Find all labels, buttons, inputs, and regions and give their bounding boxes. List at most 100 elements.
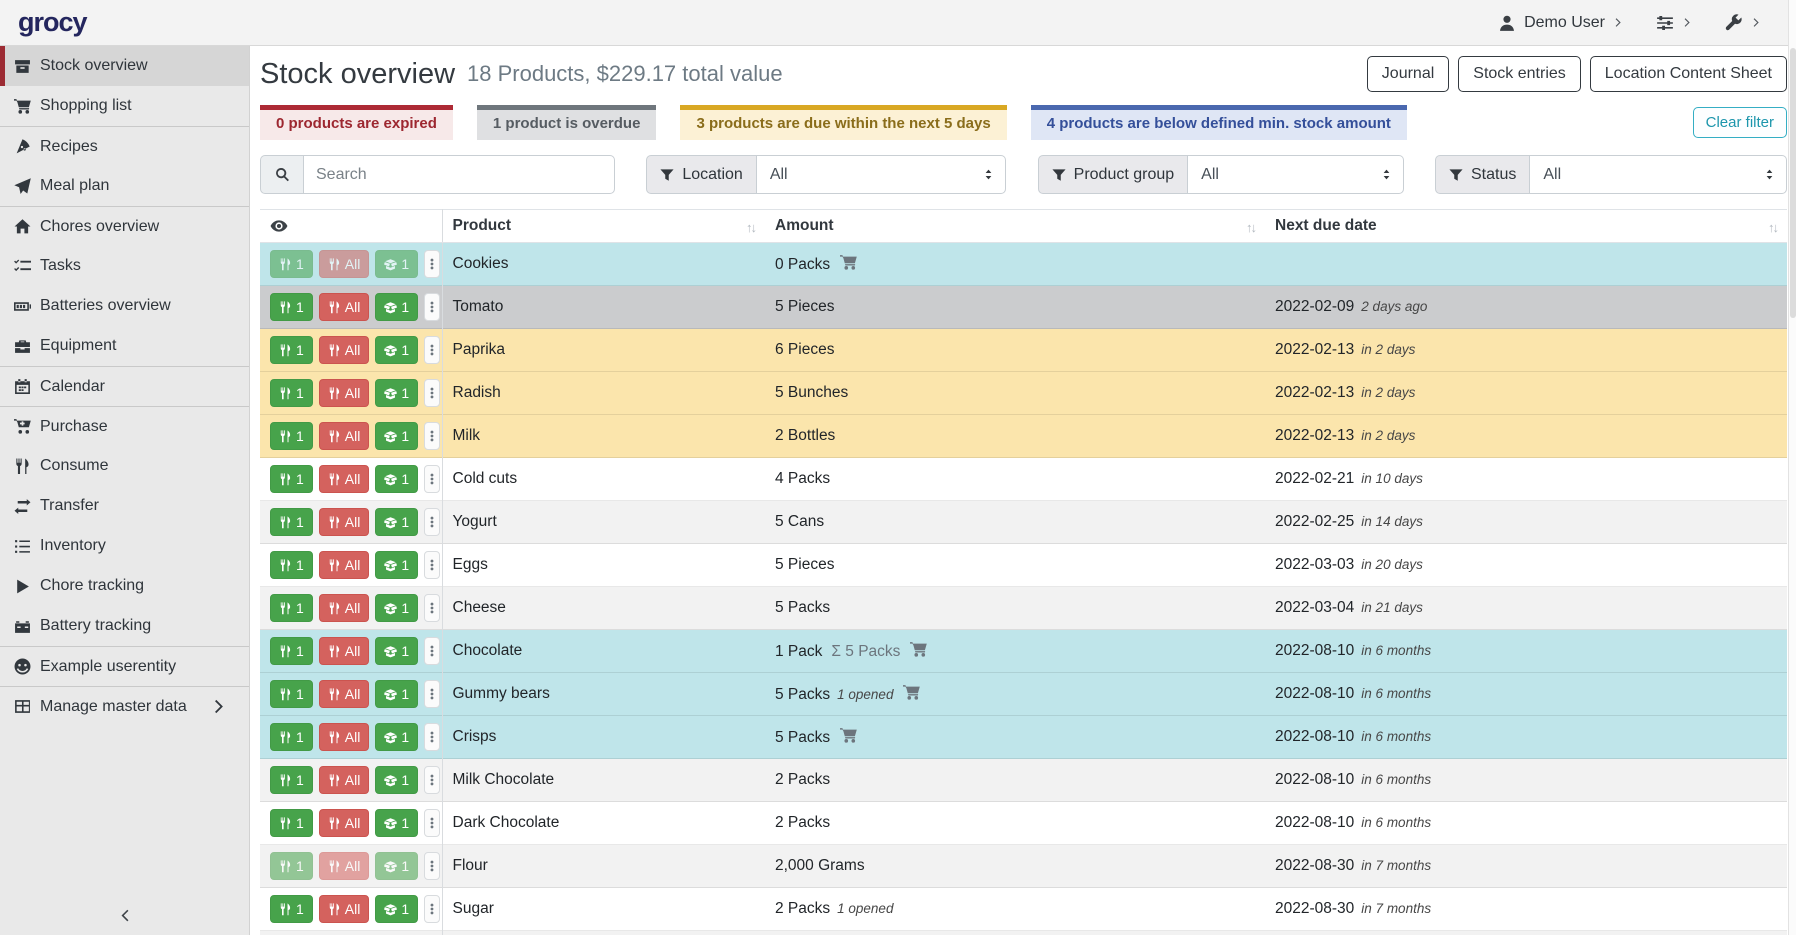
consume-one-button[interactable]: 1 — [270, 250, 313, 279]
sidebar-item-example-userentity[interactable]: Example userentity — [0, 646, 249, 686]
sidebar-item-batteries-overview[interactable]: Batteries overview — [0, 286, 249, 326]
filter-select-product-group[interactable]: All — [1188, 155, 1404, 194]
consume-one-button[interactable]: 1 — [270, 809, 313, 838]
column-visibility-header[interactable] — [260, 208, 443, 244]
consume-all-button[interactable]: All — [318, 336, 370, 365]
stock-entries-button[interactable]: Stock entries — [1458, 56, 1581, 92]
consume-one-button[interactable]: 1 — [270, 895, 313, 924]
search-icon[interactable] — [260, 155, 303, 194]
status-below-min[interactable]: 4 products are below defined min. stock … — [1030, 105, 1407, 140]
row-menu-button[interactable] — [424, 637, 441, 666]
sidebar-item-chores-overview[interactable]: Chores overview — [0, 206, 249, 246]
open-one-button[interactable]: 1 — [375, 422, 419, 451]
sidebar-item-inventory[interactable]: Inventory — [0, 526, 249, 566]
user-menu[interactable]: Demo User — [1498, 14, 1624, 32]
open-one-button[interactable]: 1 — [375, 594, 419, 623]
sidebar-item-tasks[interactable]: Tasks — [0, 246, 249, 286]
open-one-button[interactable]: 1 — [375, 766, 419, 795]
consume-one-button[interactable]: 1 — [270, 723, 313, 752]
sidebar-item-transfer[interactable]: Transfer — [0, 486, 249, 526]
sidebar-item-recipes[interactable]: Recipes — [0, 126, 249, 166]
sidebar-item-manage-master-data[interactable]: Manage master data — [0, 686, 249, 726]
consume-all-button[interactable]: All — [318, 465, 370, 494]
consume-all-button[interactable]: All — [318, 766, 370, 795]
row-menu-button[interactable] — [424, 379, 441, 408]
consume-all-button[interactable]: All — [318, 508, 370, 537]
open-one-button[interactable]: 1 — [375, 250, 419, 279]
row-menu-button[interactable] — [424, 508, 441, 537]
consume-one-button[interactable]: 1 — [270, 465, 313, 494]
sidebar-item-shopping-list[interactable]: Shopping list — [0, 86, 249, 126]
open-one-button[interactable]: 1 — [375, 336, 419, 365]
row-menu-button[interactable] — [424, 293, 441, 322]
journal-button[interactable]: Journal — [1366, 56, 1450, 92]
row-menu-button[interactable] — [424, 422, 441, 451]
consume-all-button[interactable]: All — [318, 379, 370, 408]
consume-all-button[interactable]: All — [318, 250, 370, 279]
consume-all-button[interactable]: All — [318, 680, 370, 709]
open-one-button[interactable]: 1 — [375, 637, 419, 666]
scrollbar-thumb[interactable] — [1790, 48, 1796, 318]
consume-one-button[interactable]: 1 — [270, 852, 313, 881]
open-one-button[interactable]: 1 — [375, 809, 419, 838]
consume-all-button[interactable]: All — [318, 809, 370, 838]
open-one-button[interactable]: 1 — [375, 723, 419, 752]
filter-select-location[interactable]: All — [756, 155, 1007, 194]
row-menu-button[interactable] — [424, 895, 441, 924]
column-header-next-due-date[interactable]: Next due date ↑↓ — [1265, 208, 1787, 244]
sidebar-item-battery-tracking[interactable]: Battery tracking — [0, 606, 249, 646]
row-menu-button[interactable] — [424, 723, 441, 752]
clear-filter-button[interactable]: Clear filter — [1692, 107, 1787, 138]
consume-one-button[interactable]: 1 — [270, 766, 313, 795]
consume-all-button[interactable]: All — [318, 551, 370, 580]
sidebar-item-consume[interactable]: Consume — [0, 446, 249, 486]
row-menu-button[interactable] — [424, 766, 441, 795]
row-menu-button[interactable] — [424, 250, 441, 279]
sidebar-item-calendar[interactable]: Calendar — [0, 366, 249, 406]
column-header-amount[interactable]: Amount ↑↓ — [765, 208, 1265, 244]
search-input[interactable] — [303, 155, 615, 194]
open-one-button[interactable]: 1 — [375, 852, 419, 881]
status-expired[interactable]: 0 products are expired — [260, 105, 453, 140]
consume-one-button[interactable]: 1 — [270, 508, 313, 537]
vertical-scrollbar[interactable] — [1788, 0, 1796, 935]
filter-select-status[interactable]: All — [1530, 155, 1787, 194]
consume-all-button[interactable]: All — [318, 637, 370, 666]
settings-menu[interactable] — [1656, 14, 1693, 32]
admin-menu[interactable] — [1725, 14, 1762, 32]
open-one-button[interactable]: 1 — [375, 293, 419, 322]
status-due-soon[interactable]: 3 products are due within the next 5 day… — [680, 105, 1007, 140]
consume-one-button[interactable]: 1 — [270, 293, 313, 322]
status-overdue[interactable]: 1 product is overdue — [476, 105, 657, 140]
sidebar-collapse-button[interactable] — [0, 908, 249, 923]
open-one-button[interactable]: 1 — [375, 465, 419, 494]
consume-all-button[interactable]: All — [318, 594, 370, 623]
sidebar-item-chore-tracking[interactable]: Chore tracking — [0, 566, 249, 606]
sidebar-item-purchase[interactable]: Purchase — [0, 406, 249, 446]
sidebar-item-meal-plan[interactable]: Meal plan — [0, 166, 249, 206]
open-one-button[interactable]: 1 — [375, 680, 419, 709]
row-menu-button[interactable] — [424, 551, 441, 580]
consume-one-button[interactable]: 1 — [270, 551, 313, 580]
consume-all-button[interactable]: All — [318, 293, 370, 322]
sidebar-item-equipment[interactable]: Equipment — [0, 326, 249, 366]
consume-all-button[interactable]: All — [318, 895, 370, 924]
consume-one-button[interactable]: 1 — [270, 422, 313, 451]
row-menu-button[interactable] — [424, 852, 441, 881]
consume-one-button[interactable]: 1 — [270, 379, 313, 408]
app-logo[interactable]: grocy — [18, 7, 88, 37]
consume-one-button[interactable]: 1 — [270, 336, 313, 365]
consume-all-button[interactable]: All — [318, 852, 370, 881]
row-menu-button[interactable] — [424, 594, 441, 623]
open-one-button[interactable]: 1 — [375, 895, 419, 924]
consume-all-button[interactable]: All — [318, 723, 370, 752]
sidebar-item-stock-overview[interactable]: Stock overview — [0, 46, 249, 86]
open-one-button[interactable]: 1 — [375, 508, 419, 537]
open-one-button[interactable]: 1 — [375, 551, 419, 580]
location-content-sheet-button[interactable]: Location Content Sheet — [1589, 56, 1787, 92]
row-menu-button[interactable] — [424, 465, 441, 494]
row-menu-button[interactable] — [424, 809, 441, 838]
row-menu-button[interactable] — [424, 336, 441, 365]
consume-one-button[interactable]: 1 — [270, 637, 313, 666]
row-menu-button[interactable] — [424, 680, 441, 709]
